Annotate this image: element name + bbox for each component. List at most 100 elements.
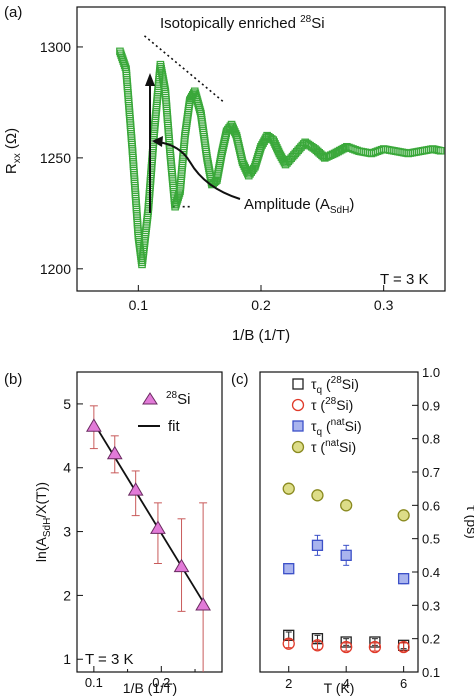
a-data-point — [131, 192, 140, 201]
panel-c-ylabel-right: τ (ps) — [464, 505, 474, 539]
a-data-point — [127, 127, 135, 136]
a-data-point — [130, 177, 139, 186]
a-data-point — [123, 86, 132, 95]
c-series-1-point — [311, 639, 324, 652]
c-series-2-point — [340, 549, 352, 561]
panel-b-temperature: T = 3 K — [85, 651, 134, 668]
b-ytick-label-4: 5 — [63, 396, 71, 412]
a-data-point — [131, 186, 139, 194]
a-data-point — [162, 104, 171, 113]
a-data-point — [163, 113, 172, 121]
a-data-point — [127, 130, 135, 138]
a-data-point — [126, 123, 135, 132]
fit-line — [93, 422, 204, 603]
c-ytick-label-8: 0.9 — [422, 398, 440, 413]
a-data-point — [124, 99, 133, 108]
a-data-point — [165, 136, 174, 145]
a-data-point — [164, 119, 172, 128]
a-data-point — [123, 84, 132, 93]
panel-b: (b) 0.1 0.2 1 2 3 4 5 28Si fit T = 3 K 1/B (1/… — [4, 371, 223, 696]
panel-a-xlabel: 1/B (1/T) — [232, 327, 290, 344]
c-series-3-point — [397, 509, 410, 522]
panel-b-axis-ticks: 0.1 0.2 1 2 3 4 5 — [63, 396, 196, 690]
a-data-point — [133, 220, 142, 229]
panel-c-data — [282, 482, 410, 654]
a-data-point — [164, 126, 173, 134]
panel-c: (c) 2 4 6 0.1 0.2 0.3 0.4 0.5 0.6 0.7 0.8 0.9 1.0 τq… — [231, 365, 474, 696]
c-series-2-point — [283, 563, 295, 575]
a-data-point — [126, 114, 134, 123]
a-data-point — [126, 119, 135, 127]
panel-a-data — [116, 47, 445, 269]
c-series-1-point — [340, 640, 353, 654]
a-data-point — [122, 73, 131, 82]
a-data-point — [133, 212, 141, 220]
a-data-point — [262, 133, 270, 142]
a-data-point — [128, 140, 136, 149]
a-xtick-label-2: 0.3 — [374, 297, 394, 313]
c-ytick-label-4: 0.5 — [422, 532, 440, 547]
a-data-point — [125, 104, 133, 112]
a-data-point — [126, 112, 134, 121]
a-data-point — [127, 134, 136, 142]
a-data-point — [129, 162, 138, 171]
c-ytick-label-9: 1.0 — [422, 365, 440, 380]
a-data-point — [130, 166, 138, 175]
a-data-point — [128, 151, 137, 160]
c-ytick-label-3: 0.4 — [422, 565, 440, 580]
a-data-point — [130, 171, 138, 179]
a-data-point — [126, 117, 134, 125]
a-data-point — [128, 138, 136, 147]
a-data-point — [162, 93, 170, 102]
a-data-point — [130, 173, 139, 181]
a-data-point — [124, 93, 133, 101]
a-data-point — [145, 196, 153, 205]
panel-a-ylabel: Rxx (Ω) — [3, 128, 23, 174]
b-xtick-label-1: 0.2 — [152, 675, 170, 690]
panel-b-ylabel: ln(ASdH/X(T)) — [33, 482, 53, 562]
c-ytick-label-2: 0.3 — [422, 598, 440, 613]
c-ytick-label-6: 0.7 — [422, 465, 440, 480]
a-data-point — [129, 158, 138, 166]
a-ytick-label-1: 1250 — [40, 150, 71, 166]
c-ytick-label-0: 0.1 — [422, 665, 440, 680]
panel-a-guide-lines — [143, 35, 225, 208]
envelope-dotted-line — [143, 35, 225, 104]
a-data-point — [134, 227, 142, 236]
a-data-point — [123, 78, 131, 86]
a-data-point — [128, 145, 137, 153]
c-series-2-point — [311, 539, 324, 551]
a-data-point — [129, 160, 138, 168]
a-xtick-label-0: 0.1 — [129, 297, 149, 313]
b-xtick-label-0: 0.1 — [85, 675, 103, 690]
a-data-point — [122, 71, 131, 80]
a-xtick-label-1: 0.2 — [251, 297, 271, 313]
a-data-point — [129, 153, 137, 162]
c-ytick-label-1: 0.2 — [422, 632, 440, 647]
a-data-point — [147, 168, 155, 177]
c-series-1-point — [282, 637, 295, 650]
c-legend-marker-1 — [291, 398, 305, 412]
panel-c-axis-ticks: 2 4 6 0.1 0.2 0.3 0.4 0.5 0.6 0.7 0.8 0.9 1.0 — [285, 365, 440, 691]
legend-fit-label: fit — [168, 418, 181, 435]
a-data-point — [133, 210, 141, 218]
b-ytick-label-0: 1 — [63, 651, 71, 667]
a-data-point — [123, 76, 131, 84]
panel-c-xlabel: T (K) — [324, 680, 355, 696]
a-data-point — [133, 223, 142, 231]
a-data-point — [130, 179, 139, 188]
panel-b-frame — [76, 371, 223, 673]
panel-a-temperature: T = 3 K — [380, 271, 429, 288]
a-data-point — [162, 96, 170, 104]
panel-a-axis-ticks: 0.1 0.2 0.3 1200 1250 1300 — [40, 39, 394, 313]
b-data-point — [106, 445, 123, 460]
panel-a: (a) 0.1 0.2 0.3 1200 1250 1300 Isotopically e… — [3, 4, 446, 344]
c-legend-label-0: τq (28Si) — [311, 375, 359, 396]
a-data-point — [127, 132, 136, 140]
a-data-point — [132, 207, 141, 216]
amplitude-pointer-arrowhead — [152, 136, 163, 147]
a-data-point — [130, 175, 139, 184]
a-data-point — [129, 155, 137, 164]
b-data-point — [173, 558, 190, 573]
